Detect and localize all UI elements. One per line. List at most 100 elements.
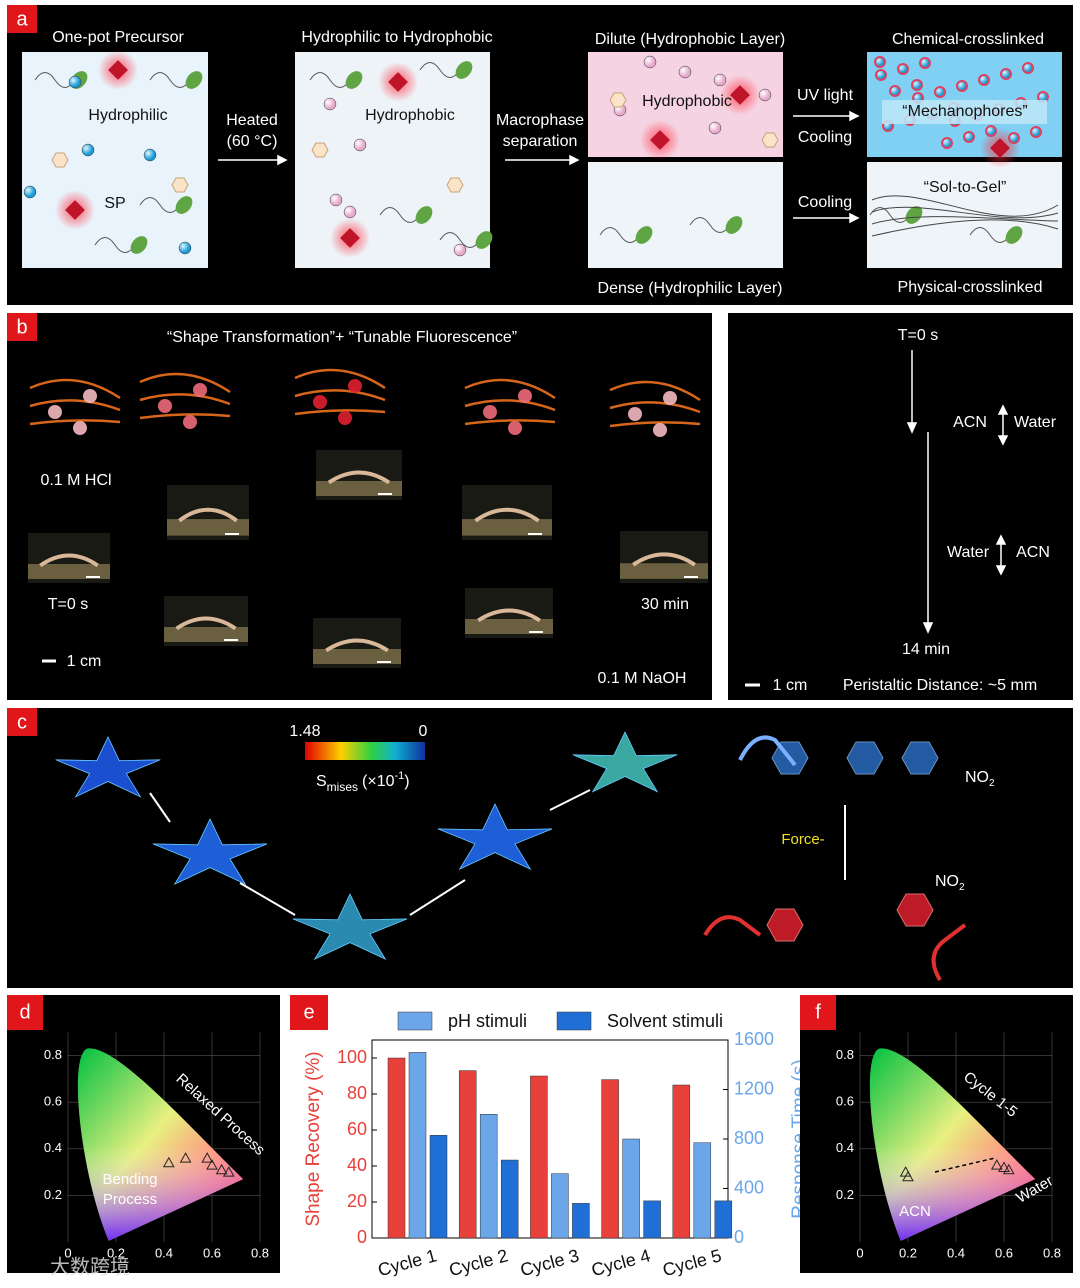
cluster [508, 421, 522, 435]
y-axis-label: Shape Recovery (%) [303, 1051, 324, 1226]
label: SP [104, 195, 125, 212]
y-tick-label: 0.8 [44, 1047, 62, 1062]
bar [601, 1079, 619, 1239]
bar [672, 1084, 691, 1239]
ring [901, 741, 939, 775]
cluster [313, 395, 327, 409]
gel [175, 616, 237, 631]
x-tick-label: Cycle 3 [518, 1245, 581, 1280]
arrow-label: Heated [226, 112, 278, 129]
formula: NO [935, 873, 959, 890]
cluster [483, 405, 497, 419]
marker [162, 1156, 175, 1168]
starfish [55, 736, 161, 798]
label-box [7, 708, 37, 736]
marker [215, 1163, 228, 1175]
spiropyran [340, 228, 360, 248]
particle [758, 88, 772, 102]
cluster [48, 405, 62, 419]
panel-title: “Shape Transformation”+ “Tunable Fluores… [167, 329, 517, 346]
label: Water [1014, 414, 1057, 431]
mechanophore [1030, 126, 1042, 138]
starfish [152, 818, 268, 886]
gamut-shade [869, 1048, 1036, 1241]
polymer [609, 421, 701, 428]
photo-base [462, 519, 552, 536]
x-tick-label: Cycle 4 [589, 1245, 652, 1280]
cluster [193, 383, 207, 397]
hydrophile [455, 61, 473, 79]
hydrophile [415, 206, 433, 224]
y-tick-label: 0.2 [836, 1187, 854, 1202]
ring [846, 741, 884, 775]
particle [68, 75, 82, 89]
x-tick-label: Cycle 5 [660, 1245, 723, 1280]
y-tick-label: 60 [347, 1119, 367, 1139]
polymer [294, 368, 386, 390]
network [871, 219, 1059, 237]
y-tick-label: 0.6 [836, 1094, 854, 1109]
network [871, 216, 1059, 225]
particle [708, 121, 722, 135]
mechanophore [897, 63, 909, 75]
chain [969, 227, 1011, 243]
arrow-label: Macrophase [496, 112, 584, 129]
cluster [183, 415, 197, 429]
gel [325, 638, 389, 653]
particle [178, 241, 192, 255]
arrows [906, 350, 1009, 634]
bar [500, 1159, 519, 1239]
box-title: Chemical-crosslinked [892, 31, 1044, 48]
network [871, 206, 1059, 219]
label: “Sol-to-Gel” [924, 179, 1007, 196]
box [867, 162, 1062, 268]
particle [343, 205, 357, 219]
panel-label: d [19, 1001, 30, 1023]
label: 14 min [902, 641, 950, 658]
y-tick-label: 80 [347, 1083, 367, 1103]
y2-tick-label: 1200 [734, 1078, 774, 1098]
mechanophore [1022, 62, 1034, 74]
hydrophile [185, 71, 203, 89]
marker [179, 1152, 192, 1163]
highlight [882, 100, 1047, 124]
marker [902, 1170, 914, 1182]
polymer [464, 419, 556, 426]
gamut-shade [77, 1048, 244, 1241]
polymer [464, 399, 556, 412]
polymer [29, 399, 121, 412]
arrow-label: UV light [797, 87, 854, 104]
particle [453, 243, 467, 257]
chain [309, 72, 351, 88]
x-tick-label: Cycle 2 [447, 1245, 510, 1280]
photo-base [465, 619, 553, 634]
arrows [218, 110, 860, 224]
chain [149, 72, 191, 88]
hexagon [761, 132, 779, 148]
cluster [83, 389, 97, 403]
particle [81, 143, 95, 157]
cluster [663, 391, 677, 405]
gel [39, 553, 99, 568]
legend-swatch [556, 1011, 592, 1031]
x-tick-label: Cycle 1 [376, 1245, 439, 1280]
legend-label: Solvent stimuli [607, 1011, 723, 1031]
label-box [800, 995, 836, 1030]
y-tick-label: 0.4 [44, 1140, 62, 1155]
label: Peristaltic Distance: ~5 mm [843, 677, 1037, 694]
chain [439, 232, 481, 248]
mechanophore [874, 56, 886, 68]
chain [738, 735, 797, 767]
hexagon [609, 92, 627, 108]
group: NO2 [965, 769, 995, 788]
particle [678, 65, 692, 79]
arrow [149, 792, 171, 823]
panel-label: a [16, 8, 28, 30]
polymer [294, 409, 386, 416]
cluster [158, 399, 172, 413]
marker [990, 1159, 1003, 1170]
y-tick-label: 20 [347, 1191, 367, 1211]
polymer [609, 401, 701, 414]
ring [766, 908, 804, 942]
